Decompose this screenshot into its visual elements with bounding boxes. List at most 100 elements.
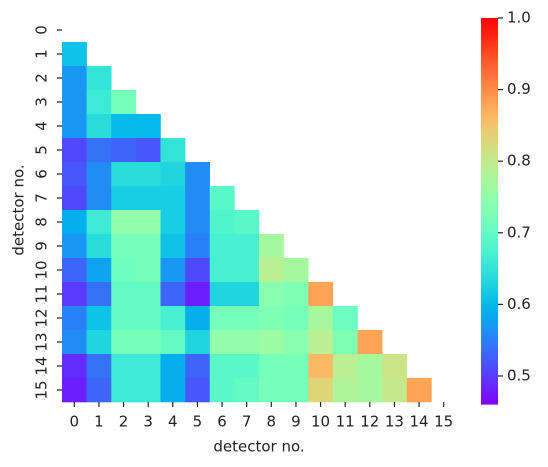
heatmap-cell: [111, 306, 137, 331]
heatmap-cell: [62, 354, 87, 379]
y-tick-label: 14: [33, 356, 51, 375]
heatmap-cell: [111, 258, 137, 283]
heatmap-cell: [160, 330, 186, 355]
heatmap-cell: [111, 138, 137, 163]
y-tick-label: 4: [33, 121, 51, 131]
heatmap-cell: [234, 330, 260, 355]
heatmap-cell: [234, 210, 260, 235]
heatmap-cell: [406, 378, 432, 403]
heatmap-cell: [283, 282, 309, 307]
heatmap-cell: [332, 378, 358, 403]
heatmap-cell: [234, 354, 260, 379]
y-tick-label: 13: [33, 332, 51, 351]
heatmap-cell: [86, 114, 112, 139]
y-tick-label: 3: [33, 97, 51, 107]
x-tick-label: 1: [94, 413, 104, 431]
heatmap-cell: [160, 138, 186, 163]
heatmap-cell: [283, 258, 309, 283]
colorbar-tick-label: 0.6: [507, 295, 531, 313]
heatmap-cell: [135, 306, 161, 331]
y-tick-label: 7: [33, 193, 51, 203]
heatmap-cell: [135, 138, 161, 163]
heatmap-cell: [185, 330, 211, 355]
heatmap-cell: [135, 330, 161, 355]
heatmap-cell: [86, 90, 112, 115]
heatmap-cell: [135, 210, 161, 235]
heatmap-cell: [160, 306, 186, 331]
y-tick-label: 11: [33, 284, 51, 303]
colorbar-tick-label: 0.7: [507, 223, 531, 241]
heatmap-cell: [135, 234, 161, 259]
heatmap-cell: [62, 306, 87, 331]
heatmap-cell: [62, 234, 87, 259]
heatmap-cell: [234, 282, 260, 307]
heatmap-cell: [185, 186, 211, 211]
x-tick-label: 11: [336, 413, 355, 431]
heatmap-cell: [62, 162, 87, 187]
heatmap-cell: [209, 258, 235, 283]
heatmap-cell: [111, 282, 137, 307]
heatmap-cell: [86, 138, 112, 163]
heatmap-cell: [332, 330, 358, 355]
heatmap-cell: [185, 354, 211, 379]
heatmap-cell: [62, 282, 87, 307]
x-tick-label: 4: [168, 413, 178, 431]
y-tick-label: 12: [33, 308, 51, 327]
heatmap-cell: [86, 186, 112, 211]
heatmap-cell: [185, 234, 211, 259]
heatmap-cell: [160, 186, 186, 211]
heatmap-cell: [135, 162, 161, 187]
heatmap-cell: [160, 162, 186, 187]
heatmap-cell: [234, 258, 260, 283]
y-tick-label: 8: [33, 217, 51, 227]
colorbar-tick-label: 0.8: [507, 152, 531, 170]
heatmap-cell: [86, 258, 112, 283]
heatmap-cell: [111, 162, 137, 187]
heatmap-cell: [357, 330, 383, 355]
heatmap-cell: [111, 354, 137, 379]
heatmap-cell: [111, 378, 137, 403]
heatmap-cell: [234, 378, 260, 403]
heatmap-cell: [308, 306, 334, 331]
heatmap-cell: [135, 354, 161, 379]
heatmap-cell: [259, 354, 284, 379]
heatmap-cell: [209, 354, 235, 379]
heatmap-cell: [86, 282, 112, 307]
heatmap-cell: [234, 306, 260, 331]
heatmap-cell: [308, 354, 334, 379]
heatmap-cell: [111, 90, 137, 115]
heatmap-cell: [135, 282, 161, 307]
heatmap-cell: [111, 234, 137, 259]
heatmap-cell: [62, 378, 87, 403]
y-axis-label: detector no.: [10, 164, 28, 255]
heatmap-cell: [283, 306, 309, 331]
heatmap-cell: [135, 114, 161, 139]
x-tick-label: 10: [311, 413, 330, 431]
heatmap-cell: [62, 186, 87, 211]
heatmap-cell: [209, 282, 235, 307]
heatmap-cell: [62, 210, 87, 235]
heatmap-cell: [86, 66, 112, 91]
heatmap-cell: [259, 330, 284, 355]
heatmap-cell: [209, 378, 235, 403]
heatmap-cell: [135, 378, 161, 403]
heatmap-cell: [209, 306, 235, 331]
x-tick-label: 5: [193, 413, 203, 431]
heatmap-cell: [209, 234, 235, 259]
heatmap-cell: [185, 258, 211, 283]
heatmap-cell: [308, 282, 334, 307]
heatmap-cell: [111, 210, 137, 235]
colorbar: [481, 18, 498, 405]
heatmap-cell: [283, 354, 309, 379]
heatmap-cell: [308, 330, 334, 355]
heatmap-cell: [357, 354, 383, 379]
heatmap-cell: [308, 378, 334, 403]
y-tick-label: 5: [33, 145, 51, 155]
heatmap-cell: [160, 378, 186, 403]
heatmap-cell: [185, 306, 211, 331]
colorbar-tick-label: 0.9: [507, 80, 531, 98]
heatmap-cell: [185, 210, 211, 235]
heatmap-cell: [86, 234, 112, 259]
y-tick-label: 0: [33, 25, 51, 35]
y-tick-label: 10: [33, 260, 51, 279]
